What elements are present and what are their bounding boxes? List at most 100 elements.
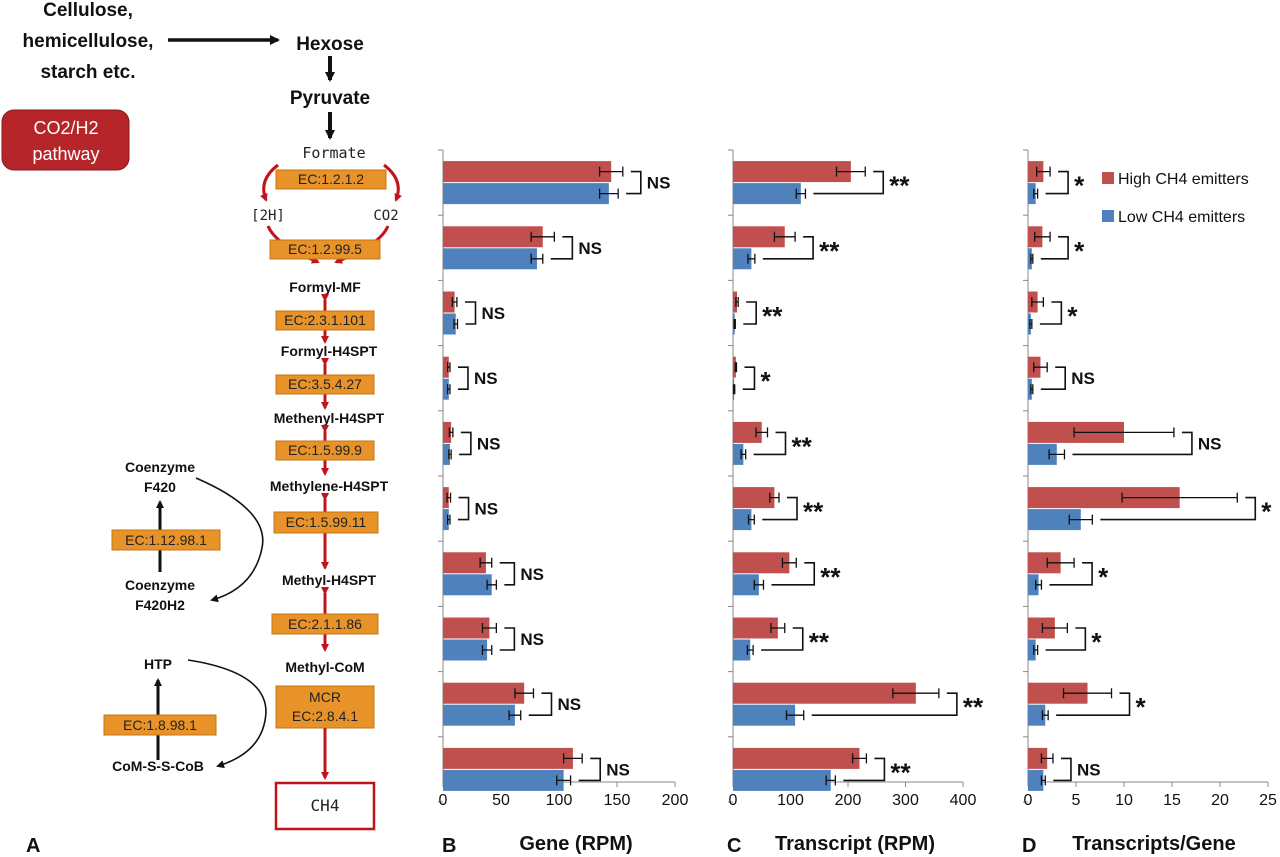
ec-1-2-99-5-box: [269, 239, 381, 260]
bar-high: [443, 356, 449, 378]
f420-cycle-arrow: [195, 477, 264, 603]
x-tick-label: 300: [892, 792, 919, 809]
significance-label: *: [1091, 627, 1102, 657]
panel-letter-a: A: [26, 835, 40, 857]
ec-1-2-99-5-label: EC:1.2.99.5: [288, 241, 362, 257]
chart-transcripts-per-gene: 0 5 10 15 20 25 * * * NS NS * * * * NS: [1023, 149, 1277, 809]
bar-high: [733, 487, 775, 509]
errorbar-high: [735, 297, 739, 307]
significance-label: **: [819, 236, 840, 266]
x-tick-label: 25: [1259, 792, 1277, 809]
significance-label: *: [1067, 301, 1078, 331]
errorbar-high: [781, 557, 797, 568]
coenzyme-f420-line-2: F420: [144, 479, 176, 495]
legend-swatch-high: [1102, 172, 1114, 184]
errorbar-low: [1048, 449, 1066, 460]
significance-bracket: [762, 496, 798, 521]
bar-high: [1028, 161, 1044, 183]
ec-1-5-99-11-label: EC:1.5.99.11: [286, 514, 367, 530]
bar-low: [733, 183, 801, 205]
significance-bracket: [742, 366, 756, 390]
errorbar-high: [1035, 166, 1051, 177]
ec-1-12-98-1-box: [111, 529, 221, 551]
bar-high: [733, 747, 860, 769]
substrate-line-3: starch etc.: [40, 62, 135, 83]
errorbar-high: [1031, 297, 1045, 307]
bar-low: [443, 574, 492, 596]
significance-label: *: [1074, 171, 1085, 201]
bar-low: [443, 704, 515, 726]
pathway-badge-line-1: CO2/H2: [33, 118, 98, 138]
bar-low: [443, 769, 564, 791]
errorbar-low: [785, 710, 805, 721]
x-tick-label: 100: [546, 792, 573, 809]
pathway-panel: Cellulose, hemicellulose, starch etc. He…: [1, 0, 402, 831]
bar-low: [1028, 183, 1036, 205]
errorbar-low: [598, 188, 619, 199]
significance-label: NS: [474, 369, 498, 388]
x-tick-label: 10: [1115, 792, 1133, 809]
ec-1-5-99-9-box: [275, 440, 375, 461]
significance-bracket: [813, 170, 885, 195]
ec-1-12-98-1-label: EC:1.12.98.1: [125, 532, 207, 548]
significance-label: NS: [647, 174, 671, 193]
ec-2-1-1-86-box: [271, 613, 379, 635]
legend-label-high: High CH4 emitters: [1118, 171, 1249, 188]
legend: High CH4 emitters Low CH4 emitters: [1102, 171, 1249, 226]
x-tick-label: 20: [1211, 792, 1229, 809]
errorbar-low: [733, 319, 736, 329]
bar-high: [443, 226, 543, 248]
significance-label: **: [963, 692, 984, 722]
bar-high: [733, 161, 851, 183]
bar-high: [733, 552, 790, 574]
ec-1-2-1-2-box: [275, 169, 387, 190]
bar-high: [733, 356, 736, 378]
bar-low: [443, 313, 456, 335]
bar-low: [733, 443, 744, 465]
bar-low: [1028, 769, 1044, 791]
significance-label: NS: [1077, 760, 1101, 779]
significance-bracket: [457, 366, 469, 390]
errorbar-high: [598, 166, 624, 177]
formate-to-2h-arrow: [260, 163, 279, 202]
significance-label: NS: [1198, 434, 1222, 453]
significance-bracket: [771, 562, 816, 586]
errorbar-low: [446, 514, 451, 525]
significance-label: **: [792, 431, 813, 461]
substrate-line-1: Cellulose,: [43, 0, 133, 21]
significance-bracket: [761, 627, 804, 651]
pathway-badge-line-2: pathway: [32, 144, 99, 164]
substrate-line-2: hemicellulose,: [23, 31, 154, 52]
errorbar-high: [734, 362, 738, 373]
errorbar-high: [481, 623, 498, 633]
ec-2-8-4-1-label: EC:2.8.4.1: [292, 708, 358, 724]
ec-1-2-1-2-label: EC:1.2.1.2: [298, 171, 364, 187]
panel-letter-b: B: [442, 835, 456, 857]
errorbar-high: [1121, 492, 1238, 503]
ec-1-8-98-1-box: [103, 714, 217, 736]
co2-label: CO2: [373, 208, 398, 224]
bar-high: [1028, 487, 1180, 509]
errorbar-low: [795, 188, 807, 199]
chart-transcript-rpm: 0 100 200 300 400*******************: [728, 149, 984, 809]
significance-label: NS: [1071, 369, 1095, 388]
significance-label: NS: [482, 304, 506, 323]
errorbar-low: [1040, 775, 1046, 786]
legend-label-low: Low CH4 emitters: [1118, 209, 1245, 226]
significance-bracket: [1040, 366, 1066, 390]
significance-bracket: [578, 757, 601, 782]
errorbar-high: [1040, 753, 1054, 764]
significance-bracket: [528, 692, 553, 716]
errorbar-high: [769, 492, 780, 503]
pyruvate-label: Pyruvate: [290, 88, 370, 109]
bar-low: [1028, 704, 1046, 726]
errorbar-high: [562, 753, 583, 764]
significance-bracket: [550, 236, 574, 260]
errorbar-high: [479, 557, 493, 568]
ec-2-3-1-101-label: EC:2.3.1.101: [284, 312, 366, 328]
errorbar-high: [1033, 362, 1048, 373]
significance-label: **: [803, 497, 824, 527]
legend-label-high-text: High CH4 emitters: [1118, 171, 1249, 188]
bar-low: [733, 639, 751, 661]
